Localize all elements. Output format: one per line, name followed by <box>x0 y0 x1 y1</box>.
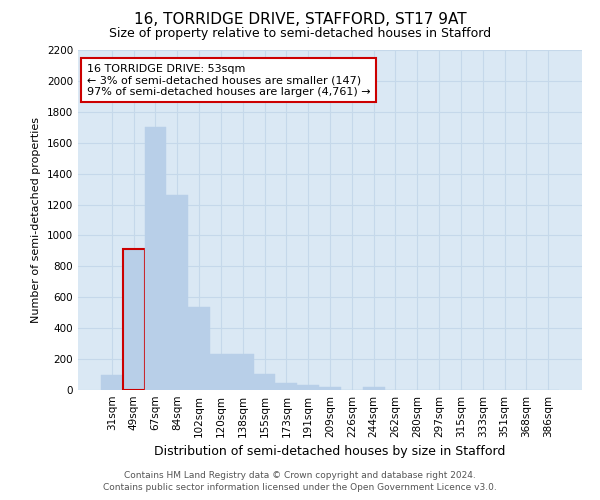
Text: 16 TORRIDGE DRIVE: 53sqm
← 3% of semi-detached houses are smaller (147)
97% of s: 16 TORRIDGE DRIVE: 53sqm ← 3% of semi-de… <box>86 64 370 97</box>
Text: 16, TORRIDGE DRIVE, STAFFORD, ST17 9AT: 16, TORRIDGE DRIVE, STAFFORD, ST17 9AT <box>134 12 466 28</box>
Bar <box>297 384 319 390</box>
Bar <box>145 128 166 390</box>
Text: Contains HM Land Registry data © Crown copyright and database right 2024.
Contai: Contains HM Land Registry data © Crown c… <box>103 471 497 492</box>
Bar <box>275 383 297 390</box>
Bar <box>188 306 210 390</box>
Bar <box>254 374 275 390</box>
X-axis label: Distribution of semi-detached houses by size in Stafford: Distribution of semi-detached houses by … <box>154 446 506 458</box>
Bar <box>210 354 232 390</box>
Bar <box>166 196 188 390</box>
Bar <box>123 250 145 390</box>
Text: Size of property relative to semi-detached houses in Stafford: Size of property relative to semi-detach… <box>109 28 491 40</box>
Y-axis label: Number of semi-detached properties: Number of semi-detached properties <box>31 117 41 323</box>
Bar <box>363 387 385 390</box>
Bar <box>101 374 123 390</box>
Bar <box>232 354 254 390</box>
Bar <box>319 387 341 390</box>
